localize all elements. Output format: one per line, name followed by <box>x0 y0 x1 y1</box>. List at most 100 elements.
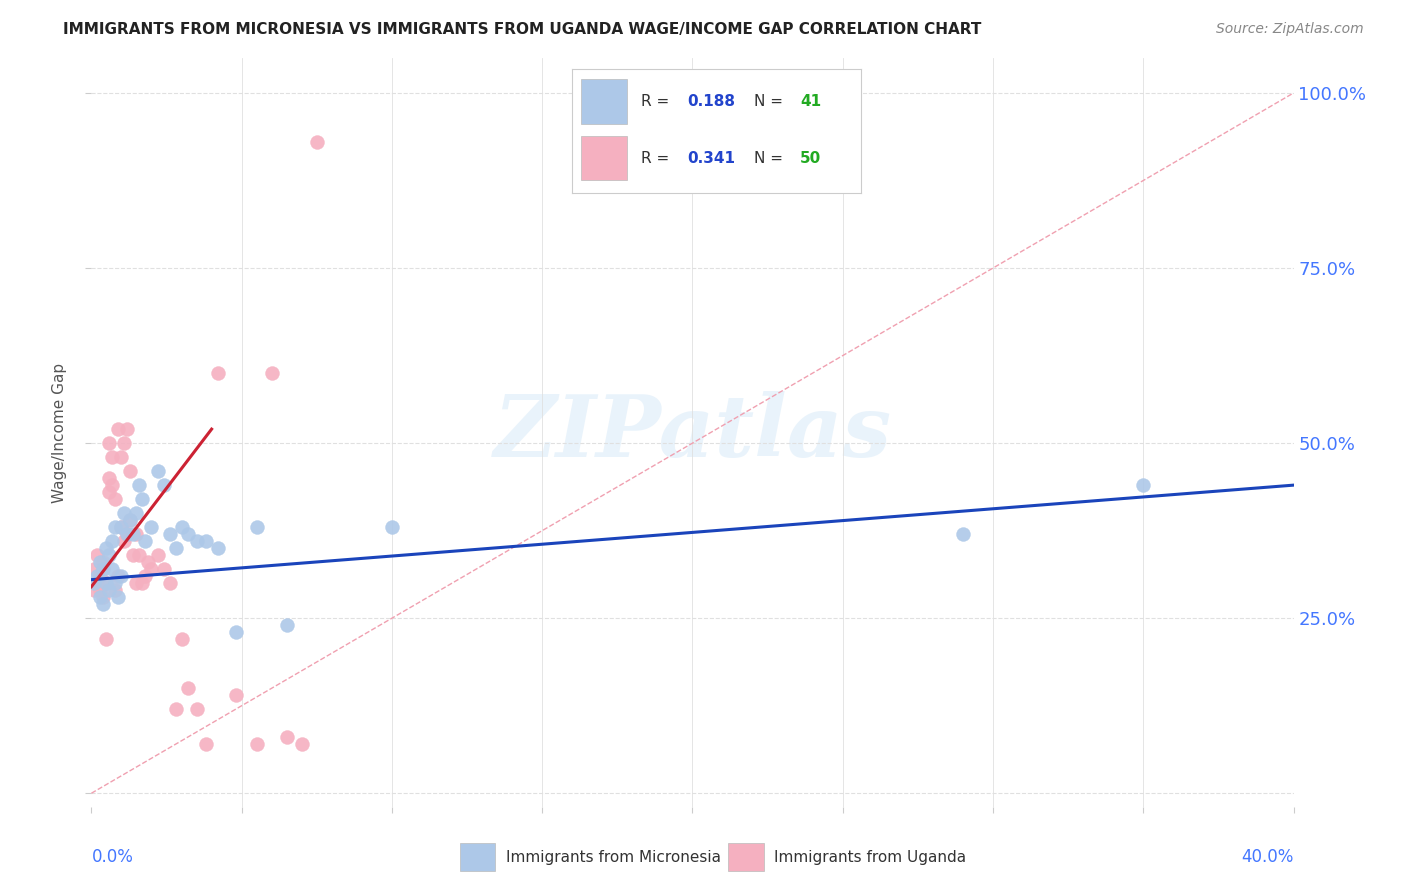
Point <box>141 520 163 534</box>
Point <box>96 576 118 591</box>
Point <box>128 478 150 492</box>
Text: Source: ZipAtlas.com: Source: ZipAtlas.com <box>1216 22 1364 37</box>
Point <box>98 583 121 598</box>
Point <box>176 681 198 696</box>
Text: IMMIGRANTS FROM MICRONESIA VS IMMIGRANTS FROM UGANDA WAGE/INCOME GAP CORRELATION: IMMIGRANTS FROM MICRONESIA VS IMMIGRANTS… <box>63 22 981 37</box>
Point <box>246 520 269 534</box>
Point <box>170 632 193 647</box>
Point <box>104 520 127 534</box>
Point <box>125 506 148 520</box>
Point <box>98 471 121 485</box>
Point <box>186 702 208 716</box>
Point <box>104 583 127 598</box>
Point <box>93 597 115 611</box>
Point <box>114 436 136 450</box>
Text: ZIPatlas: ZIPatlas <box>494 391 891 475</box>
Point <box>114 506 136 520</box>
Point <box>165 541 187 556</box>
Point <box>141 562 163 576</box>
Point <box>101 450 124 464</box>
Point <box>176 527 198 541</box>
Point <box>260 366 283 380</box>
Point <box>89 569 111 583</box>
Point <box>107 422 129 436</box>
Point <box>225 625 247 640</box>
Point <box>134 534 156 549</box>
Point <box>89 583 111 598</box>
Point <box>117 527 139 541</box>
FancyBboxPatch shape <box>728 843 763 871</box>
Point <box>96 541 118 556</box>
Point <box>93 590 115 604</box>
Point <box>98 485 121 500</box>
Point <box>117 527 139 541</box>
Point <box>96 576 118 591</box>
Text: Immigrants from Uganda: Immigrants from Uganda <box>773 850 966 864</box>
Point <box>207 541 229 556</box>
Point <box>89 590 111 604</box>
Point <box>125 527 148 541</box>
Point <box>291 737 314 751</box>
Point <box>104 492 127 507</box>
Point <box>120 513 142 527</box>
Point <box>131 492 153 507</box>
Point <box>98 436 121 450</box>
Point <box>83 576 105 591</box>
Text: 0.0%: 0.0% <box>91 848 134 866</box>
Point <box>104 576 127 591</box>
Text: 40.0%: 40.0% <box>1241 848 1294 866</box>
Point <box>110 520 132 534</box>
Point <box>120 513 142 527</box>
Point <box>125 576 148 591</box>
Y-axis label: Wage/Income Gap: Wage/Income Gap <box>52 362 67 503</box>
Point <box>83 562 105 576</box>
Point <box>122 527 145 541</box>
FancyBboxPatch shape <box>460 843 495 871</box>
Point <box>120 464 142 478</box>
Point <box>276 618 298 632</box>
Point <box>152 562 174 576</box>
Point <box>122 548 145 562</box>
Point <box>381 520 404 534</box>
Point <box>246 737 269 751</box>
Point <box>98 548 121 562</box>
Point <box>138 555 160 569</box>
Point <box>225 688 247 702</box>
Point <box>110 569 132 583</box>
Point <box>107 569 129 583</box>
Text: Immigrants from Micronesia: Immigrants from Micronesia <box>506 850 721 864</box>
Point <box>170 520 193 534</box>
Point <box>134 569 156 583</box>
Point <box>93 555 115 569</box>
Point <box>146 548 169 562</box>
Point <box>128 548 150 562</box>
Point <box>101 534 124 549</box>
Point <box>194 737 217 751</box>
Point <box>86 548 108 562</box>
Point <box>86 576 108 591</box>
Point <box>131 576 153 591</box>
Point <box>101 562 124 576</box>
Point <box>952 527 974 541</box>
Point <box>86 569 108 583</box>
Point <box>165 702 187 716</box>
Point <box>89 555 111 569</box>
Point <box>152 478 174 492</box>
Point <box>276 730 298 744</box>
Point <box>186 534 208 549</box>
Point <box>159 576 181 591</box>
Point <box>96 632 118 647</box>
Point <box>101 478 124 492</box>
Point <box>159 527 181 541</box>
Point <box>83 583 105 598</box>
Point <box>114 534 136 549</box>
Point <box>194 534 217 549</box>
Point <box>107 590 129 604</box>
Point <box>110 450 132 464</box>
Point <box>1132 478 1154 492</box>
Point <box>117 422 139 436</box>
Point <box>146 464 169 478</box>
Point <box>207 366 229 380</box>
Point <box>110 520 132 534</box>
Point <box>305 135 328 149</box>
